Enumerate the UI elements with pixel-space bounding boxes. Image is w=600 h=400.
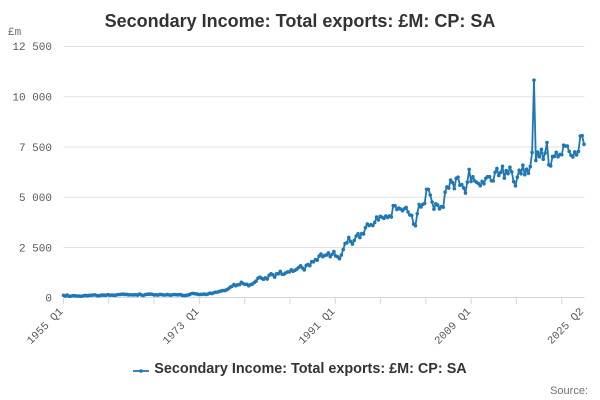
svg-text:2025 Q2: 2025 Q2 [546,306,587,347]
svg-text:1955 Q1: 1955 Q1 [25,306,66,347]
svg-text:0: 0 [45,293,52,305]
svg-text:12 500: 12 500 [12,42,52,54]
svg-text:7 500: 7 500 [19,143,52,155]
svg-text:1991 Q1: 1991 Q1 [297,306,338,347]
svg-text:2009 Q1: 2009 Q1 [433,306,474,347]
svg-text:5 000: 5 000 [19,193,52,205]
svg-text:10 000: 10 000 [12,93,52,105]
svg-text:1973 Q1: 1973 Q1 [161,306,202,347]
svg-text:2 500: 2 500 [19,243,52,255]
